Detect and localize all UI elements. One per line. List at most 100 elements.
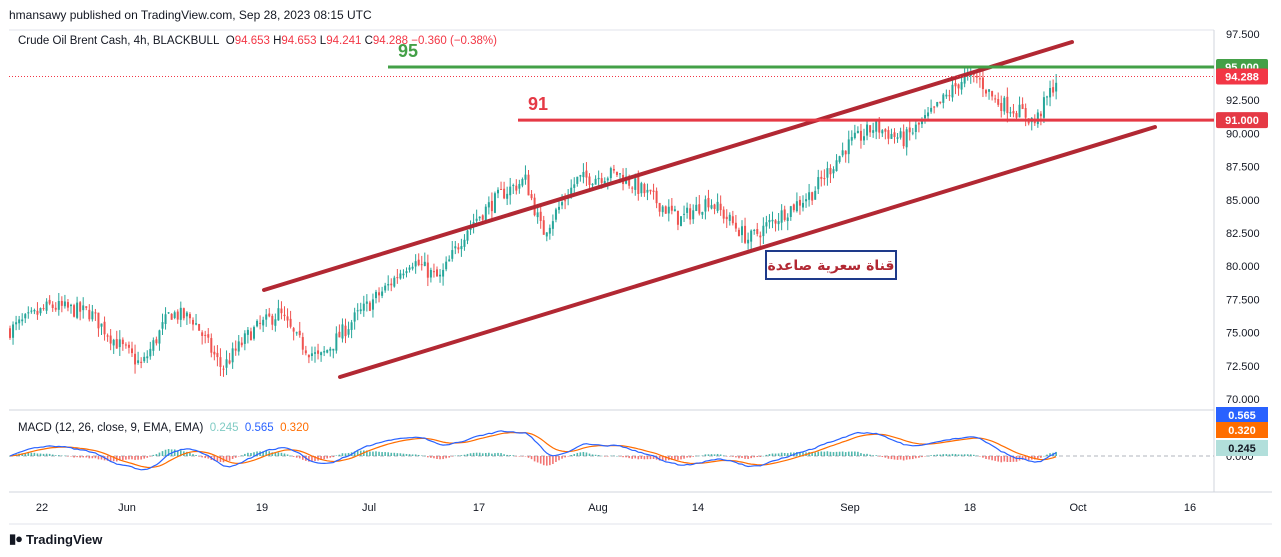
ohlc-legend: Crude Oil Brent Cash, 4h, BLACKBULL O94.… (18, 35, 497, 47)
candle-body (307, 355, 310, 358)
candle-body (210, 338, 213, 353)
candle-body (890, 133, 893, 139)
candle-body (121, 339, 124, 345)
macd-hist-bar (533, 456, 536, 462)
candle-body (503, 188, 506, 199)
candle-body (207, 334, 210, 338)
candle-body (292, 328, 295, 332)
candle-body (640, 183, 643, 194)
macd-legend[interactable]: MACD (12, 26, close, 9, EMA, EMA) 0.245 … (18, 422, 309, 434)
macd-hist-bar (454, 455, 457, 457)
candle-body (402, 273, 405, 276)
candle-body (18, 319, 21, 324)
candle-body (512, 185, 515, 187)
candle-body (378, 292, 381, 296)
macd-hist-bar (140, 456, 142, 460)
candle-body (66, 302, 69, 308)
macd-hist-bar (475, 452, 478, 456)
candle-body (219, 357, 222, 367)
axes: 97.50095.00092.50090.00087.50085.00082.5… (36, 29, 1260, 514)
candle-body (201, 332, 204, 336)
macd-hist-bar (686, 456, 688, 458)
candle-body (905, 129, 908, 148)
candle-body (829, 168, 832, 175)
candle-body (60, 300, 63, 306)
macd-hist-bar (152, 454, 155, 456)
candle-body (637, 176, 640, 194)
y-tick-label: 70.000 (1226, 394, 1260, 406)
macd-hist-bar (725, 456, 728, 457)
macd-hist-bar (332, 456, 335, 458)
macd-hist-bar (497, 452, 499, 456)
candle-body (600, 178, 603, 183)
tradingview-logo[interactable]: ▮● TradingView (9, 531, 102, 547)
candle-body (643, 184, 646, 194)
macd-hist-bar (622, 456, 624, 458)
candle-body (603, 181, 606, 185)
macd-hist-bar (847, 451, 850, 456)
macd-hist-bar (427, 456, 429, 458)
macd-hist-bar (64, 455, 66, 457)
candle-body (448, 259, 451, 262)
macd-hist-bar (994, 456, 996, 461)
macd-hist-bar (863, 453, 865, 456)
macd-hist-bar (445, 456, 447, 459)
candle-body (576, 176, 579, 184)
candle-body (863, 136, 865, 141)
x-tick-label: 14 (692, 502, 704, 514)
candle-body (725, 216, 728, 220)
y-tick-label: 82.500 (1226, 228, 1260, 240)
candle-body (426, 262, 429, 278)
candle-body (795, 201, 798, 212)
candle-body (527, 174, 530, 196)
macd-hist-bar (680, 456, 682, 460)
macd-axis-signal-box (1216, 422, 1268, 438)
candle-body (384, 285, 387, 291)
macd-hist-bar (262, 451, 264, 456)
symbol-label[interactable]: Crude Oil Brent Cash, 4h, BLACKBULL (18, 35, 220, 47)
candle-body (518, 183, 521, 189)
candle-body (975, 75, 978, 78)
macd-hist-bar (1021, 456, 1024, 460)
candle-body (680, 216, 682, 226)
macd-hist-bar (414, 454, 417, 456)
macd-hist-bar (851, 451, 853, 456)
macd-hist-bar (719, 454, 722, 456)
candle-body (878, 120, 881, 133)
macd-hist-bar (369, 451, 371, 456)
x-tick-label: 18 (964, 502, 976, 514)
macd-hist-bar (256, 451, 258, 456)
y-tick-label: 72.500 (1226, 361, 1260, 373)
candle-body (222, 368, 225, 370)
candle-body (112, 339, 115, 346)
candle-body (393, 277, 396, 287)
macd-hist-bar (674, 456, 676, 460)
x-tick-label: 22 (36, 502, 48, 514)
macd-hist-bar (463, 454, 466, 456)
macd-hist-bar (42, 453, 45, 456)
candle-body (832, 169, 835, 174)
macd-hist-bar (707, 454, 710, 456)
macd-hist-bar (646, 456, 649, 460)
x-tick-label: 17 (473, 502, 485, 514)
macd-hist-bar (741, 456, 743, 458)
macd-hist-bar (1000, 456, 1003, 463)
candle-body (664, 206, 667, 214)
macd-hist-bar (396, 453, 399, 456)
macd-hist-bar (817, 451, 820, 456)
candle-body (802, 202, 804, 208)
macd-axis-line-box (1216, 407, 1268, 423)
candle-body (115, 339, 118, 349)
candle-body (994, 98, 997, 100)
macd-hist-bar (180, 450, 182, 456)
x-tick-label: Sep (840, 502, 860, 514)
macd-hist-bar (744, 456, 746, 459)
level-95-label: 95 (398, 41, 418, 61)
candle-body (823, 178, 826, 180)
macd-hist-bar (811, 452, 813, 456)
candle-body (301, 337, 304, 350)
candle-body (1036, 112, 1039, 125)
macd-hist-bar (314, 456, 316, 462)
